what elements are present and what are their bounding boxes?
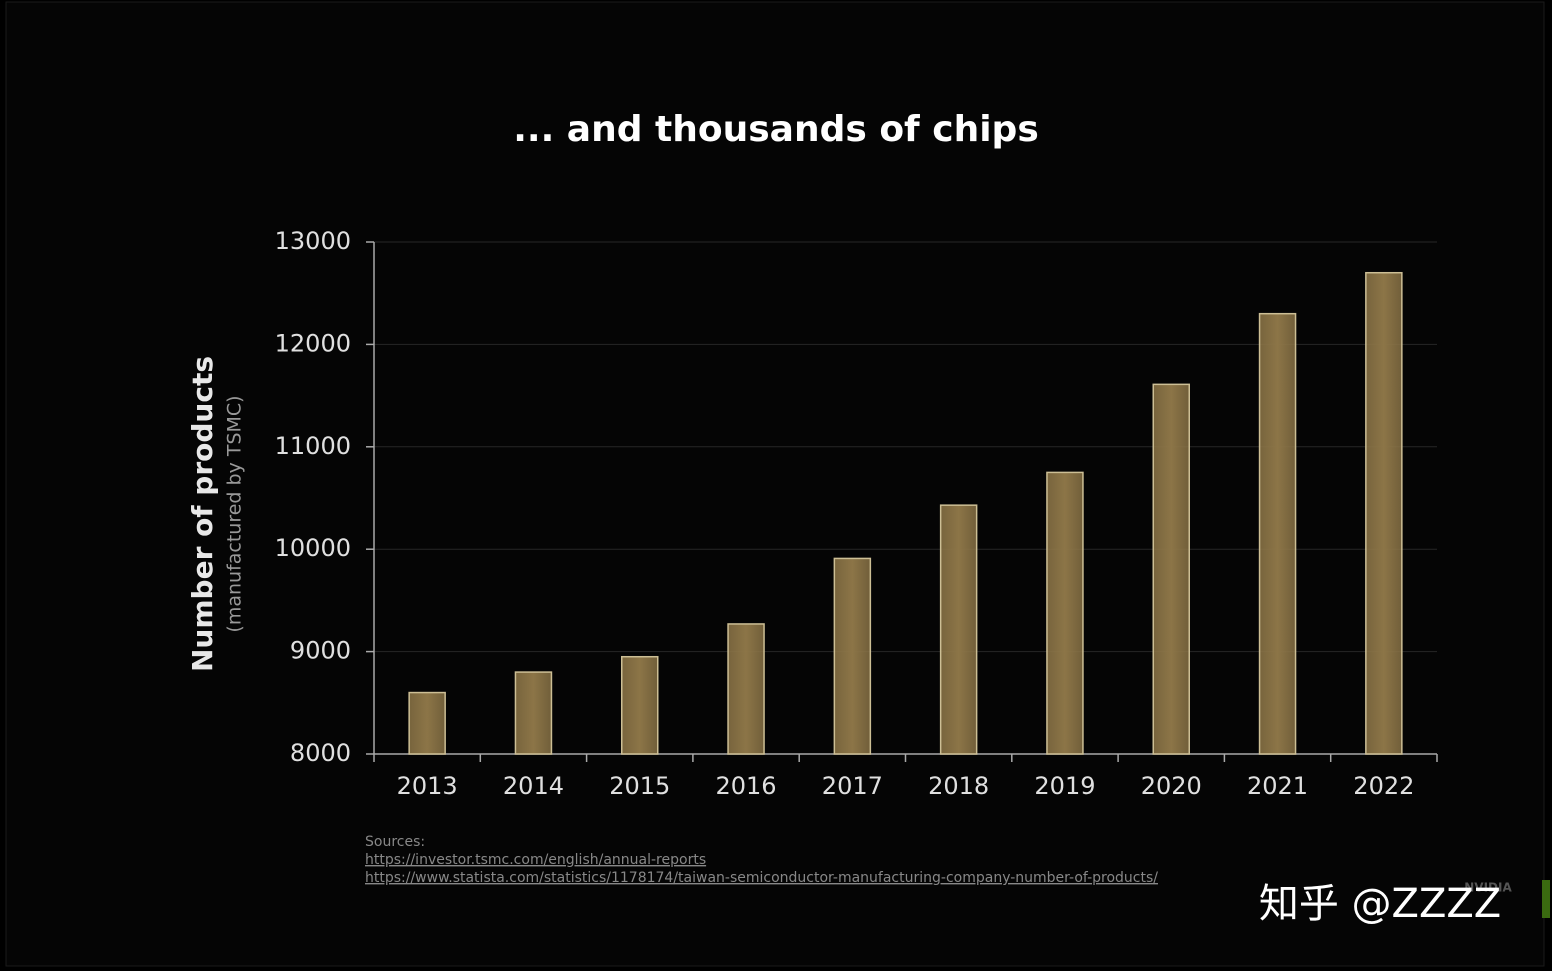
y-tick-label: 8000 bbox=[290, 739, 351, 767]
y-tick-label: 10000 bbox=[275, 534, 351, 562]
bar bbox=[1046, 471, 1084, 755]
y-tick-label: 9000 bbox=[290, 637, 351, 665]
x-tick-label: 2013 bbox=[397, 772, 458, 800]
y-tick-label: 11000 bbox=[275, 432, 351, 460]
source-link[interactable]: https://investor.tsmc.com/english/annual… bbox=[365, 852, 706, 868]
bar bbox=[1258, 312, 1297, 755]
y-tick-label: 13000 bbox=[275, 227, 351, 255]
bar bbox=[408, 691, 446, 755]
y-axis-title: Number of products bbox=[186, 356, 219, 672]
sources-label: Sources: bbox=[365, 834, 425, 850]
watermark: 知乎 @ZZZZ bbox=[1259, 881, 1501, 927]
bar bbox=[833, 557, 872, 755]
logo: NVIDIA bbox=[1464, 881, 1512, 895]
bar bbox=[727, 623, 765, 755]
source-link[interactable]: https://www.statista.com/statistics/1178… bbox=[365, 870, 1158, 886]
chart-title: ... and thousands of chips bbox=[513, 109, 1039, 150]
x-tick-label: 2014 bbox=[503, 772, 564, 800]
x-tick-label: 2015 bbox=[609, 772, 670, 800]
bar bbox=[514, 671, 553, 755]
x-tick-label: 2016 bbox=[716, 772, 777, 800]
y-tick-label: 12000 bbox=[275, 329, 351, 357]
x-tick-label: 2017 bbox=[822, 772, 883, 800]
logo-bar bbox=[1542, 880, 1550, 918]
bar bbox=[939, 504, 978, 755]
x-tick-label: 2019 bbox=[1034, 772, 1095, 800]
bar bbox=[1152, 383, 1190, 755]
x-tick-label: 2018 bbox=[928, 772, 989, 800]
x-tick-label: 2020 bbox=[1141, 772, 1202, 800]
y-axis-subtitle: (manufactured by TSMC) bbox=[224, 395, 246, 632]
x-tick-label: 2021 bbox=[1247, 772, 1308, 800]
x-tick-label: 2022 bbox=[1353, 772, 1414, 800]
bar bbox=[621, 655, 659, 755]
bar bbox=[1365, 271, 1403, 755]
